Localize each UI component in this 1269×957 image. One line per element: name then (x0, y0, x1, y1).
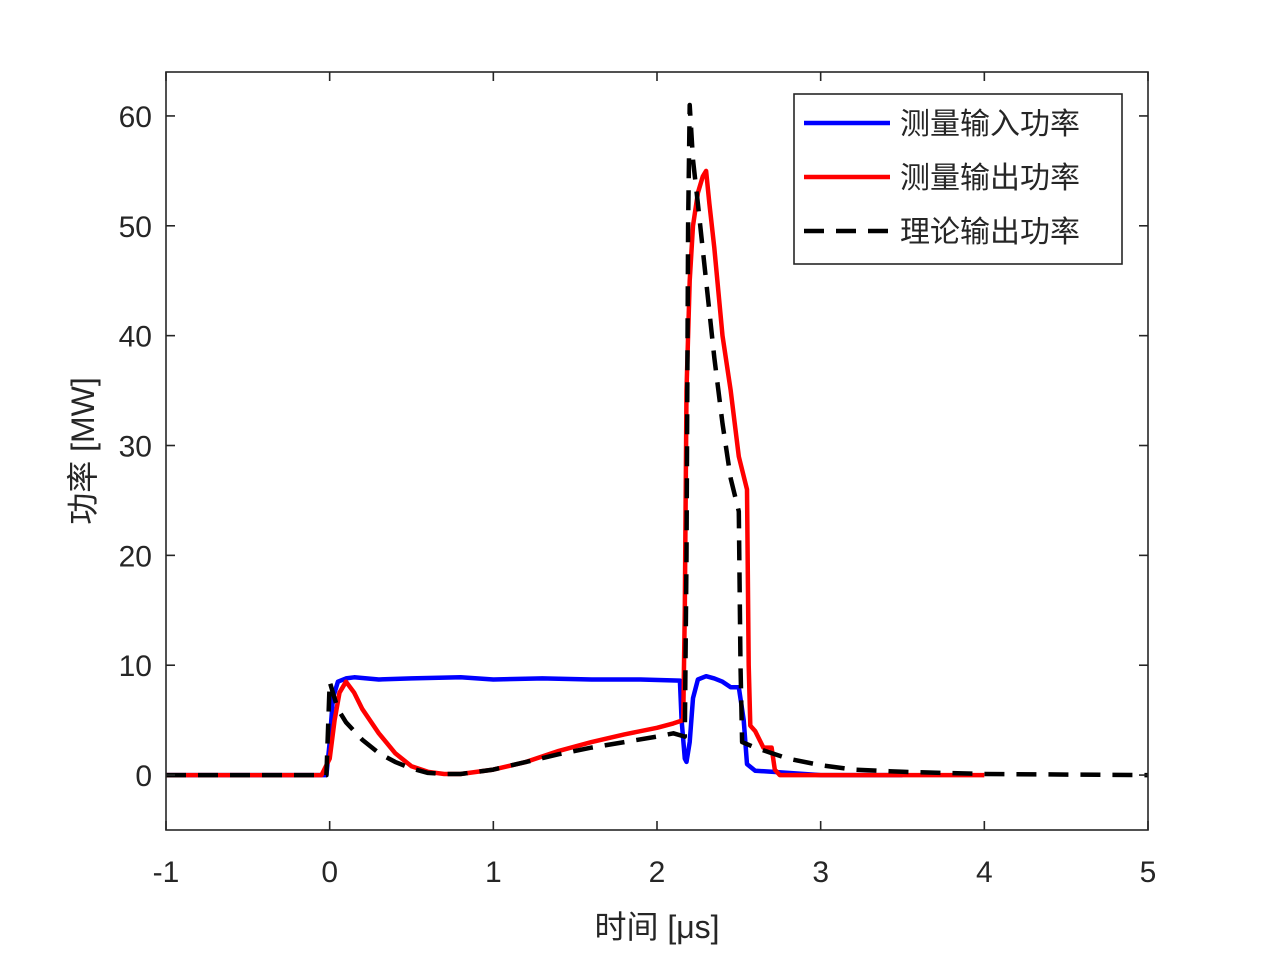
y-tick-label: 50 (119, 211, 152, 244)
y-axis-label: 功率 [MW] (65, 377, 101, 525)
x-axis-label: 时间 [μs] (594, 909, 719, 945)
x-tick-label: 1 (485, 856, 502, 889)
x-tick-label: 3 (812, 856, 829, 889)
legend-label: 测量输出功率 (900, 162, 1080, 195)
y-tick-label: 0 (135, 760, 152, 793)
y-tick-label: 30 (119, 431, 152, 464)
x-tick-label: 2 (649, 856, 666, 889)
x-tick-label: 0 (321, 856, 338, 889)
series-line-2 (166, 168, 985, 778)
x-tick-label: 5 (1140, 856, 1157, 889)
legend-label: 测量输入功率 (900, 108, 1080, 141)
x-tick-label: -1 (153, 856, 180, 889)
tick-layer (165, 72, 1149, 830)
y-tick-label: 20 (119, 540, 152, 573)
series-line-3 (166, 102, 1148, 778)
y-tick-label: 10 (119, 650, 152, 683)
x-tick-label: 4 (976, 856, 993, 889)
series-layer (166, 102, 1148, 778)
y-tick-label: 60 (119, 101, 152, 134)
y-tick-label: 40 (119, 321, 152, 354)
x-tick-labels: -1 0 1 2 3 4 5 (153, 856, 1157, 889)
y-tick-labels: 0 10 20 30 40 50 60 (119, 101, 152, 793)
legend-label: 理论输出功率 (900, 216, 1080, 249)
